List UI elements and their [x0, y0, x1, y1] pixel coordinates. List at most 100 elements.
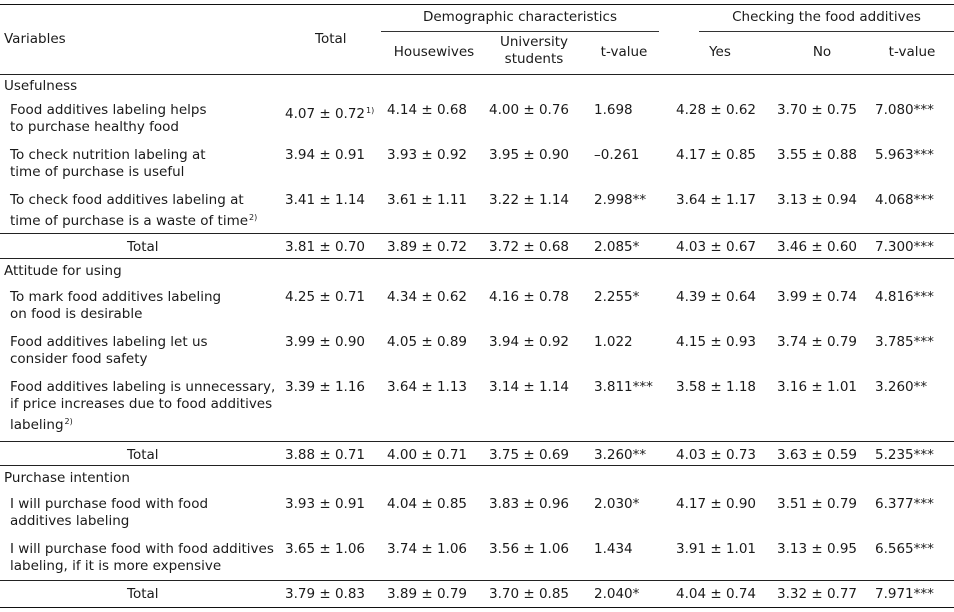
section-total-label: Total — [127, 447, 159, 463]
footnote-marker: 1) — [366, 106, 375, 115]
row-label-line: consider food safety — [10, 351, 148, 367]
header-students: students — [504, 51, 564, 67]
t-value-checking-cell: 5.235*** — [875, 447, 934, 463]
students-cell: 3.22 ± 1.14 — [489, 192, 570, 208]
total-value: 3.41 ± 1.14 — [285, 192, 366, 208]
no-cell: 3.99 ± 0.74 — [777, 289, 858, 305]
t-value-demographic-cell: 2.040* — [594, 586, 640, 602]
total-cell: 3.65 ± 1.06 — [285, 541, 365, 558]
housewives-cell: 4.04 ± 0.85 — [387, 496, 468, 512]
total-cell: 4.07 ± 0.721) — [285, 102, 374, 123]
total-cell: 3.41 ± 1.14 — [285, 192, 365, 209]
row-label-line: if price increases due to food additives — [10, 396, 273, 412]
housewives-cell: 3.64 ± 1.13 — [387, 379, 468, 395]
students-cell: 3.70 ± 0.85 — [489, 586, 570, 602]
row-label-line: Food additives labeling helps — [10, 102, 207, 118]
section-total-rule — [0, 233, 954, 234]
yes-cell: 4.04 ± 0.74 — [676, 586, 757, 602]
no-cell: 3.32 ± 0.77 — [777, 586, 858, 602]
t-value-demographic-cell: 2.998** — [594, 192, 647, 208]
total-value: 3.99 ± 0.90 — [285, 334, 366, 350]
t-value-demographic-cell: 1.434 — [594, 541, 633, 557]
t-value-checking-cell: 3.260** — [875, 379, 928, 395]
yes-cell: 4.28 ± 0.62 — [676, 102, 757, 118]
yes-cell: 4.39 ± 0.64 — [676, 289, 757, 305]
row-label-line: labeling, if it is more expensive — [10, 558, 222, 574]
row-label-line: Food additives labeling is unnecessary, — [10, 379, 276, 395]
row-label-line: on food is desirable — [10, 306, 143, 322]
total-value: 4.25 ± 0.71 — [285, 289, 366, 305]
row-label-line: To check food additives labeling at — [10, 192, 244, 208]
t-value-demographic-cell: 1.022 — [594, 334, 633, 350]
yes-cell: 4.17 ± 0.85 — [676, 147, 757, 163]
section-end-rule — [0, 465, 954, 466]
row-label-text: labeling — [10, 417, 64, 433]
row-label-line: time of purchase is a waste of time2) — [10, 209, 257, 230]
header-demographic: Demographic characteristics — [422, 9, 618, 25]
total-cell: 3.39 ± 1.16 — [285, 379, 365, 396]
section-end-rule — [0, 258, 954, 259]
row-label-line: to purchase healthy food — [10, 119, 179, 135]
housewives-cell: 4.05 ± 0.89 — [387, 334, 468, 350]
total-value: 3.65 ± 1.06 — [285, 541, 366, 557]
header-tvalue-demographic: t-value — [600, 44, 648, 60]
total-cell: 3.79 ± 0.83 — [285, 586, 366, 602]
row-label-line: additives labeling — [10, 513, 130, 529]
housewives-cell: 3.89 ± 0.79 — [387, 586, 468, 602]
t-value-demographic-cell: 3.811*** — [594, 379, 653, 395]
total-cell: 3.81 ± 0.70 — [285, 239, 366, 255]
t-value-checking-cell: 4.816*** — [875, 289, 934, 305]
total-value: 3.94 ± 0.91 — [285, 147, 366, 163]
no-cell: 3.16 ± 1.01 — [777, 379, 858, 395]
students-cell: 3.94 ± 0.92 — [489, 334, 570, 350]
section-title: Purchase intention — [4, 470, 130, 486]
yes-cell: 4.03 ± 0.73 — [676, 447, 757, 463]
section-title: Usefulness — [4, 78, 78, 94]
students-cell: 3.83 ± 0.96 — [489, 496, 570, 512]
table-top-rule — [0, 4, 954, 5]
t-value-demographic-cell: 3.260** — [594, 447, 647, 463]
row-label-line: labeling2) — [10, 413, 73, 434]
section-total-rule — [0, 441, 954, 442]
no-cell: 3.55 ± 0.88 — [777, 147, 858, 163]
students-cell: 3.14 ± 1.14 — [489, 379, 570, 395]
students-cell: 3.95 ± 0.90 — [489, 147, 570, 163]
section-title: Attitude for using — [4, 263, 122, 279]
t-value-demographic-cell: 2.085* — [594, 239, 640, 255]
total-value: 3.39 ± 1.16 — [285, 379, 366, 395]
section-total-label: Total — [127, 586, 159, 602]
total-cell: 4.25 ± 0.71 — [285, 289, 365, 306]
section-total-rule — [0, 580, 954, 581]
t-value-checking-cell: 7.971*** — [875, 586, 934, 602]
t-value-demographic-cell: 2.255* — [594, 289, 640, 305]
total-cell: 3.93 ± 0.91 — [285, 496, 365, 513]
t-value-checking-cell: 7.300*** — [875, 239, 934, 255]
row-label-text: time of purchase is a waste of time — [10, 213, 249, 229]
housewives-cell: 4.34 ± 0.62 — [387, 289, 468, 305]
header-bottom-rule — [0, 74, 954, 75]
no-cell: 3.63 ± 0.59 — [777, 447, 858, 463]
row-label-line: To mark food additives labeling — [10, 289, 222, 305]
row-label-line: I will purchase food with food — [10, 496, 209, 512]
housewives-cell: 3.89 ± 0.72 — [387, 239, 468, 255]
header-tvalue-checking: t-value — [888, 44, 936, 60]
total-cell: 3.94 ± 0.91 — [285, 147, 365, 164]
housewives-cell: 3.61 ± 1.11 — [387, 192, 468, 208]
yes-cell: 4.03 ± 0.67 — [676, 239, 757, 255]
total-value: 4.07 ± 0.72 — [285, 106, 366, 122]
no-cell: 3.46 ± 0.60 — [777, 239, 858, 255]
yes-cell: 3.58 ± 1.18 — [676, 379, 757, 395]
no-cell: 3.13 ± 0.94 — [777, 192, 858, 208]
row-label-line: To check nutrition labeling at — [10, 147, 206, 163]
no-cell: 3.70 ± 0.75 — [777, 102, 858, 118]
header-yes: Yes — [709, 44, 731, 60]
total-cell: 3.88 ± 0.71 — [285, 447, 366, 463]
t-value-checking-cell: 5.963*** — [875, 147, 934, 163]
t-value-demographic-cell: –0.261 — [594, 147, 640, 163]
header-total: Total — [315, 31, 347, 47]
yes-cell: 4.15 ± 0.93 — [676, 334, 757, 350]
students-cell: 4.16 ± 0.78 — [489, 289, 570, 305]
t-value-demographic-cell: 1.698 — [594, 102, 633, 118]
footnote-marker: 2) — [64, 417, 73, 426]
checking-group-rule — [699, 31, 954, 32]
